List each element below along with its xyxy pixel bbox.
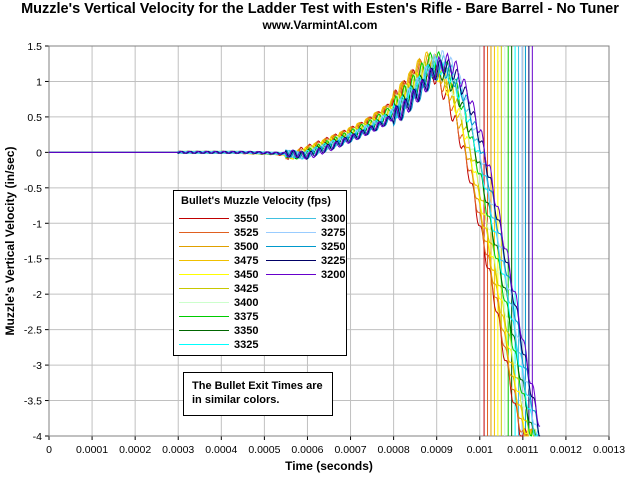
x-tick-label: 0.0006 [291, 444, 323, 456]
legend-swatch [266, 260, 316, 261]
x-tick-label: 0.001 [467, 444, 493, 456]
legend: Bullet's Muzzle Velocity (fps) 3550 3525 3… [173, 190, 347, 356]
legend-swatch [179, 288, 229, 289]
legend-item-3425: 3425 [179, 282, 261, 296]
legend-item-3250: 3250 [266, 240, 348, 254]
legend-label: 3400 [234, 297, 259, 309]
legend-swatch [266, 246, 316, 247]
y-tick-label: -2.5 [24, 325, 42, 337]
legend-label: 3425 [234, 283, 259, 295]
legend-item-3500: 3500 [179, 240, 261, 254]
legend-label: 3375 [234, 311, 259, 323]
x-tick-label: 0.0003 [162, 444, 194, 456]
legend-item-3225: 3225 [266, 254, 348, 268]
x-tick-label: 0 [46, 444, 52, 456]
note-line-2: in similar colors. [192, 394, 280, 406]
x-tick-label: 0.0005 [248, 444, 280, 456]
legend-swatch [266, 232, 316, 233]
legend-swatch [179, 260, 229, 261]
legend-swatch [179, 246, 229, 247]
legend-label: 3225 [321, 255, 346, 267]
legend-item-3550: 3550 [179, 212, 261, 226]
chart-subtitle: www.VarmintAl.com [262, 18, 378, 32]
x-axis-label: Time (seconds) [285, 459, 373, 473]
y-axis-label: Muzzle's Vertical Velocity (in/sec) [3, 147, 17, 336]
y-tick-label: -1.5 [24, 254, 42, 266]
legend-swatch [179, 232, 229, 233]
legend-item-3350: 3350 [179, 324, 261, 338]
y-tick-label: 1.5 [27, 41, 42, 53]
x-tick-label: 0.0011 [507, 444, 538, 456]
legend-item-3200: 3200 [266, 268, 348, 282]
legend-item-3300: 3300 [266, 212, 348, 226]
x-tick-label: 0.0007 [334, 444, 366, 456]
x-tick-label: 0.0012 [550, 444, 582, 456]
legend-item-3450: 3450 [179, 268, 261, 282]
y-tick-label: 1 [36, 76, 42, 88]
legend-item-3525: 3525 [179, 226, 261, 240]
x-tick-label: 0.0002 [119, 444, 151, 456]
y-tick-label: -2 [33, 289, 42, 301]
legend-swatch [179, 274, 229, 275]
legend-item-3275: 3275 [266, 226, 348, 240]
legend-label: 3275 [321, 227, 346, 239]
legend-item-3375: 3375 [179, 310, 261, 324]
legend-swatch [266, 218, 316, 219]
legend-item-3475: 3475 [179, 254, 261, 268]
x-tick-label: 0.0009 [421, 444, 453, 456]
legend-item-3400: 3400 [179, 296, 261, 310]
legend-label: 3200 [321, 269, 346, 281]
legend-label: 3500 [234, 241, 259, 253]
legend-label: 3475 [234, 255, 259, 267]
legend-item-3325: 3325 [179, 338, 261, 352]
y-tick-label: -4 [33, 431, 42, 443]
plot-border [48, 45, 610, 437]
series-line-3200 [49, 52, 541, 427]
x-tick-label: 0.0001 [76, 444, 108, 456]
chart-title: Muzzle's Vertical Velocity for the Ladde… [21, 1, 619, 17]
x-tick-label: 0.0004 [205, 444, 237, 456]
legend-label: 3550 [234, 213, 259, 225]
note-line-1: The Bullet Exit Times are [192, 380, 323, 392]
legend-swatch [179, 218, 229, 219]
legend-swatch [266, 274, 316, 275]
legend-title: Bullet's Muzzle Velocity (fps) [181, 195, 331, 207]
y-tick-label: -0.5 [24, 183, 42, 195]
legend-label: 3525 [234, 227, 259, 239]
y-tick-label: -3.5 [24, 396, 42, 408]
y-tick-label: 0 [36, 147, 42, 159]
legend-label: 3325 [234, 339, 259, 351]
legend-label: 3250 [321, 241, 346, 253]
y-tick-label: -1 [33, 218, 42, 230]
legend-swatch [179, 302, 229, 303]
y-tick-label: 0.5 [27, 112, 42, 124]
x-tick-label: 0.0008 [378, 444, 410, 456]
legend-label: 3350 [234, 325, 259, 337]
legend-swatch [179, 316, 229, 317]
legend-label: 3450 [234, 269, 259, 281]
exit-time-note: The Bullet Exit Times are in similar col… [183, 372, 333, 416]
legend-swatch [179, 344, 229, 345]
x-tick-label: 0.0013 [593, 444, 625, 456]
legend-swatch [179, 330, 229, 331]
y-tick-label: -3 [33, 360, 42, 372]
legend-label: 3300 [321, 213, 346, 225]
